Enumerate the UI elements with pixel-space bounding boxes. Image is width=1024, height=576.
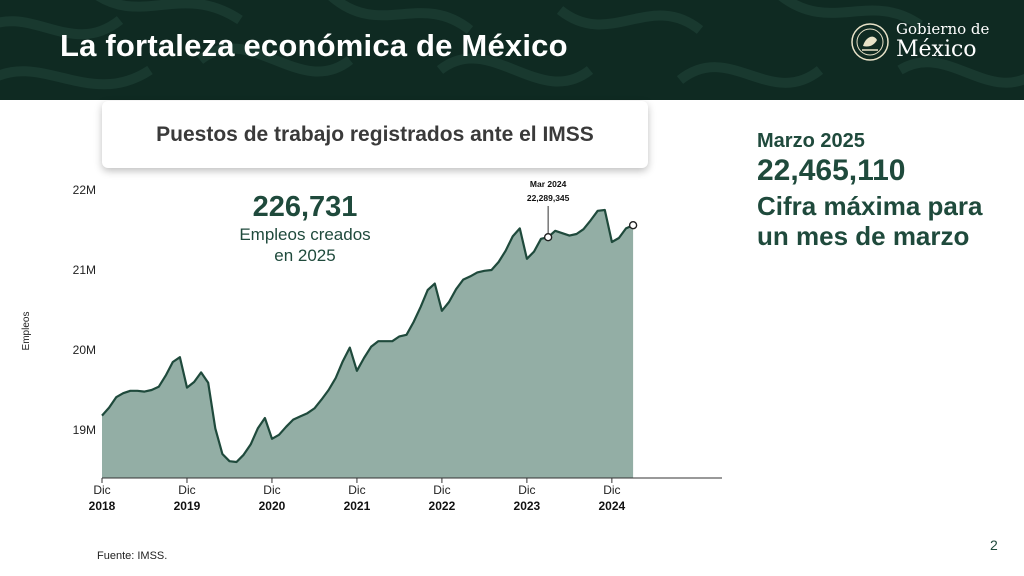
side-caption-line1: Cifra máxima para: [757, 191, 983, 221]
jobs-created-caption-line2: en 2025: [274, 246, 336, 265]
area-fill: [102, 210, 634, 478]
annotation-value: 22,289,345: [527, 193, 570, 203]
x-tick-label-year: 2023: [514, 499, 541, 513]
jobs-created-number: 226,731: [252, 191, 358, 223]
x-tick-label-month: Dic: [348, 483, 365, 497]
y-tick-label: 21M: [73, 263, 96, 277]
coat-of-arms-icon: [851, 23, 889, 61]
x-tick-label-year: 2020: [259, 499, 286, 513]
y-tick-label: 22M: [73, 183, 96, 197]
logo-line1: Gobierno de: [896, 20, 990, 38]
employment-area-chart: 19M 20M 21M 22M Empleos Dic 2018 Dic 2019 Dic 2020…: [21, 179, 722, 513]
logo-line2: México: [896, 37, 977, 62]
side-month: Marzo 2025: [757, 130, 865, 152]
x-tick-label-year: 2022: [429, 499, 456, 513]
y-tick-label: 20M: [73, 343, 96, 357]
y-axis-label: Empleos: [21, 312, 32, 351]
x-tick-label-month: Dic: [93, 483, 110, 497]
annotation-point: [543, 232, 553, 242]
x-tick-label-month: Dic: [518, 483, 535, 497]
x-tick-label-year: 2021: [344, 499, 371, 513]
x-tick-label-month: Dic: [263, 483, 280, 497]
x-tick-label-year: 2019: [174, 499, 201, 513]
decorative-pattern: [0, 0, 1024, 90]
jobs-created-caption-line1: Empleos creados: [239, 225, 371, 244]
page-number: 2: [990, 537, 998, 553]
gobierno-logo: Gobierno de México: [850, 20, 1000, 66]
header-banner: La fortaleza económica de México Gobiern…: [0, 0, 1024, 100]
page-title: La fortaleza económica de México: [60, 28, 568, 63]
source-note: Fuente: IMSS.: [97, 550, 168, 562]
x-tick-label-year: 2024: [599, 499, 626, 513]
x-tick-label-year: 2018: [89, 499, 116, 513]
x-tick-label-month: Dic: [603, 483, 620, 497]
x-tick-label-month: Dic: [433, 483, 450, 497]
x-tick-label-month: Dic: [178, 483, 195, 497]
side-caption: Cifra máxima para un mes de marzo: [757, 191, 1017, 251]
side-caption-line2: un mes de marzo: [757, 221, 970, 251]
annotation-label: Mar 2024: [530, 179, 567, 189]
y-tick-label: 19M: [73, 423, 96, 437]
chart-title-card: Puestos de trabajo registrados ante el I…: [102, 101, 648, 168]
side-number: 22,465,110: [757, 154, 906, 187]
jobs-created-caption: Empleos creados en 2025: [215, 224, 395, 266]
annotation-point: [628, 220, 638, 230]
chart-title: Puestos de trabajo registrados ante el I…: [156, 123, 594, 146]
